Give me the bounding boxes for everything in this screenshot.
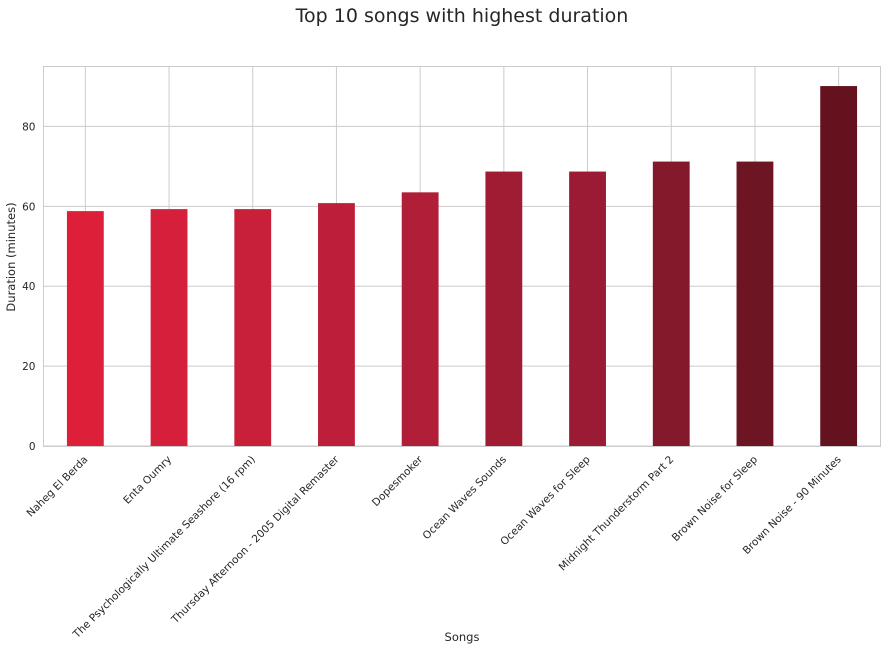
bar	[736, 161, 774, 446]
bars	[66, 86, 858, 446]
x-tick-label: Ocean Waves Sounds	[421, 454, 509, 542]
y-tick-label: 40	[22, 281, 35, 293]
bar	[652, 161, 690, 446]
x-tick-label: Brown Noise - 90 Minutes	[741, 454, 844, 557]
bar	[401, 192, 439, 446]
x-tick-label: Naheg El Berda	[25, 454, 91, 520]
y-tick-labels: 0 20 40 60 80	[22, 121, 35, 453]
bar	[150, 209, 188, 446]
x-tick-label: Enta Oumry	[121, 454, 174, 507]
chart-title: Top 10 songs with highest duration	[295, 5, 629, 27]
y-axis-label: Duration (minutes)	[4, 202, 18, 311]
bar	[318, 203, 355, 446]
x-tick-label: Ocean Waves for Sleep	[498, 453, 593, 548]
x-tick-label: Brown Noise for Sleep	[670, 453, 761, 544]
x-axis-label: Songs	[445, 630, 480, 644]
bar	[234, 209, 272, 446]
x-tick-label: Thursday Afternoon - 2005 Digital Remast…	[169, 453, 342, 626]
bar	[66, 211, 104, 446]
x-tick-label: The Psychologically Ultimate Seashore (1…	[70, 454, 258, 642]
bar	[485, 171, 523, 446]
y-tick-label: 0	[29, 441, 36, 453]
x-tick-label: Dopesmoker	[370, 453, 426, 509]
bar	[820, 86, 858, 446]
y-tick-label: 80	[22, 121, 35, 133]
bar	[569, 171, 606, 446]
y-tick-label: 60	[22, 201, 35, 213]
y-tick-label: 20	[22, 361, 35, 373]
plot-frame	[43, 66, 881, 447]
